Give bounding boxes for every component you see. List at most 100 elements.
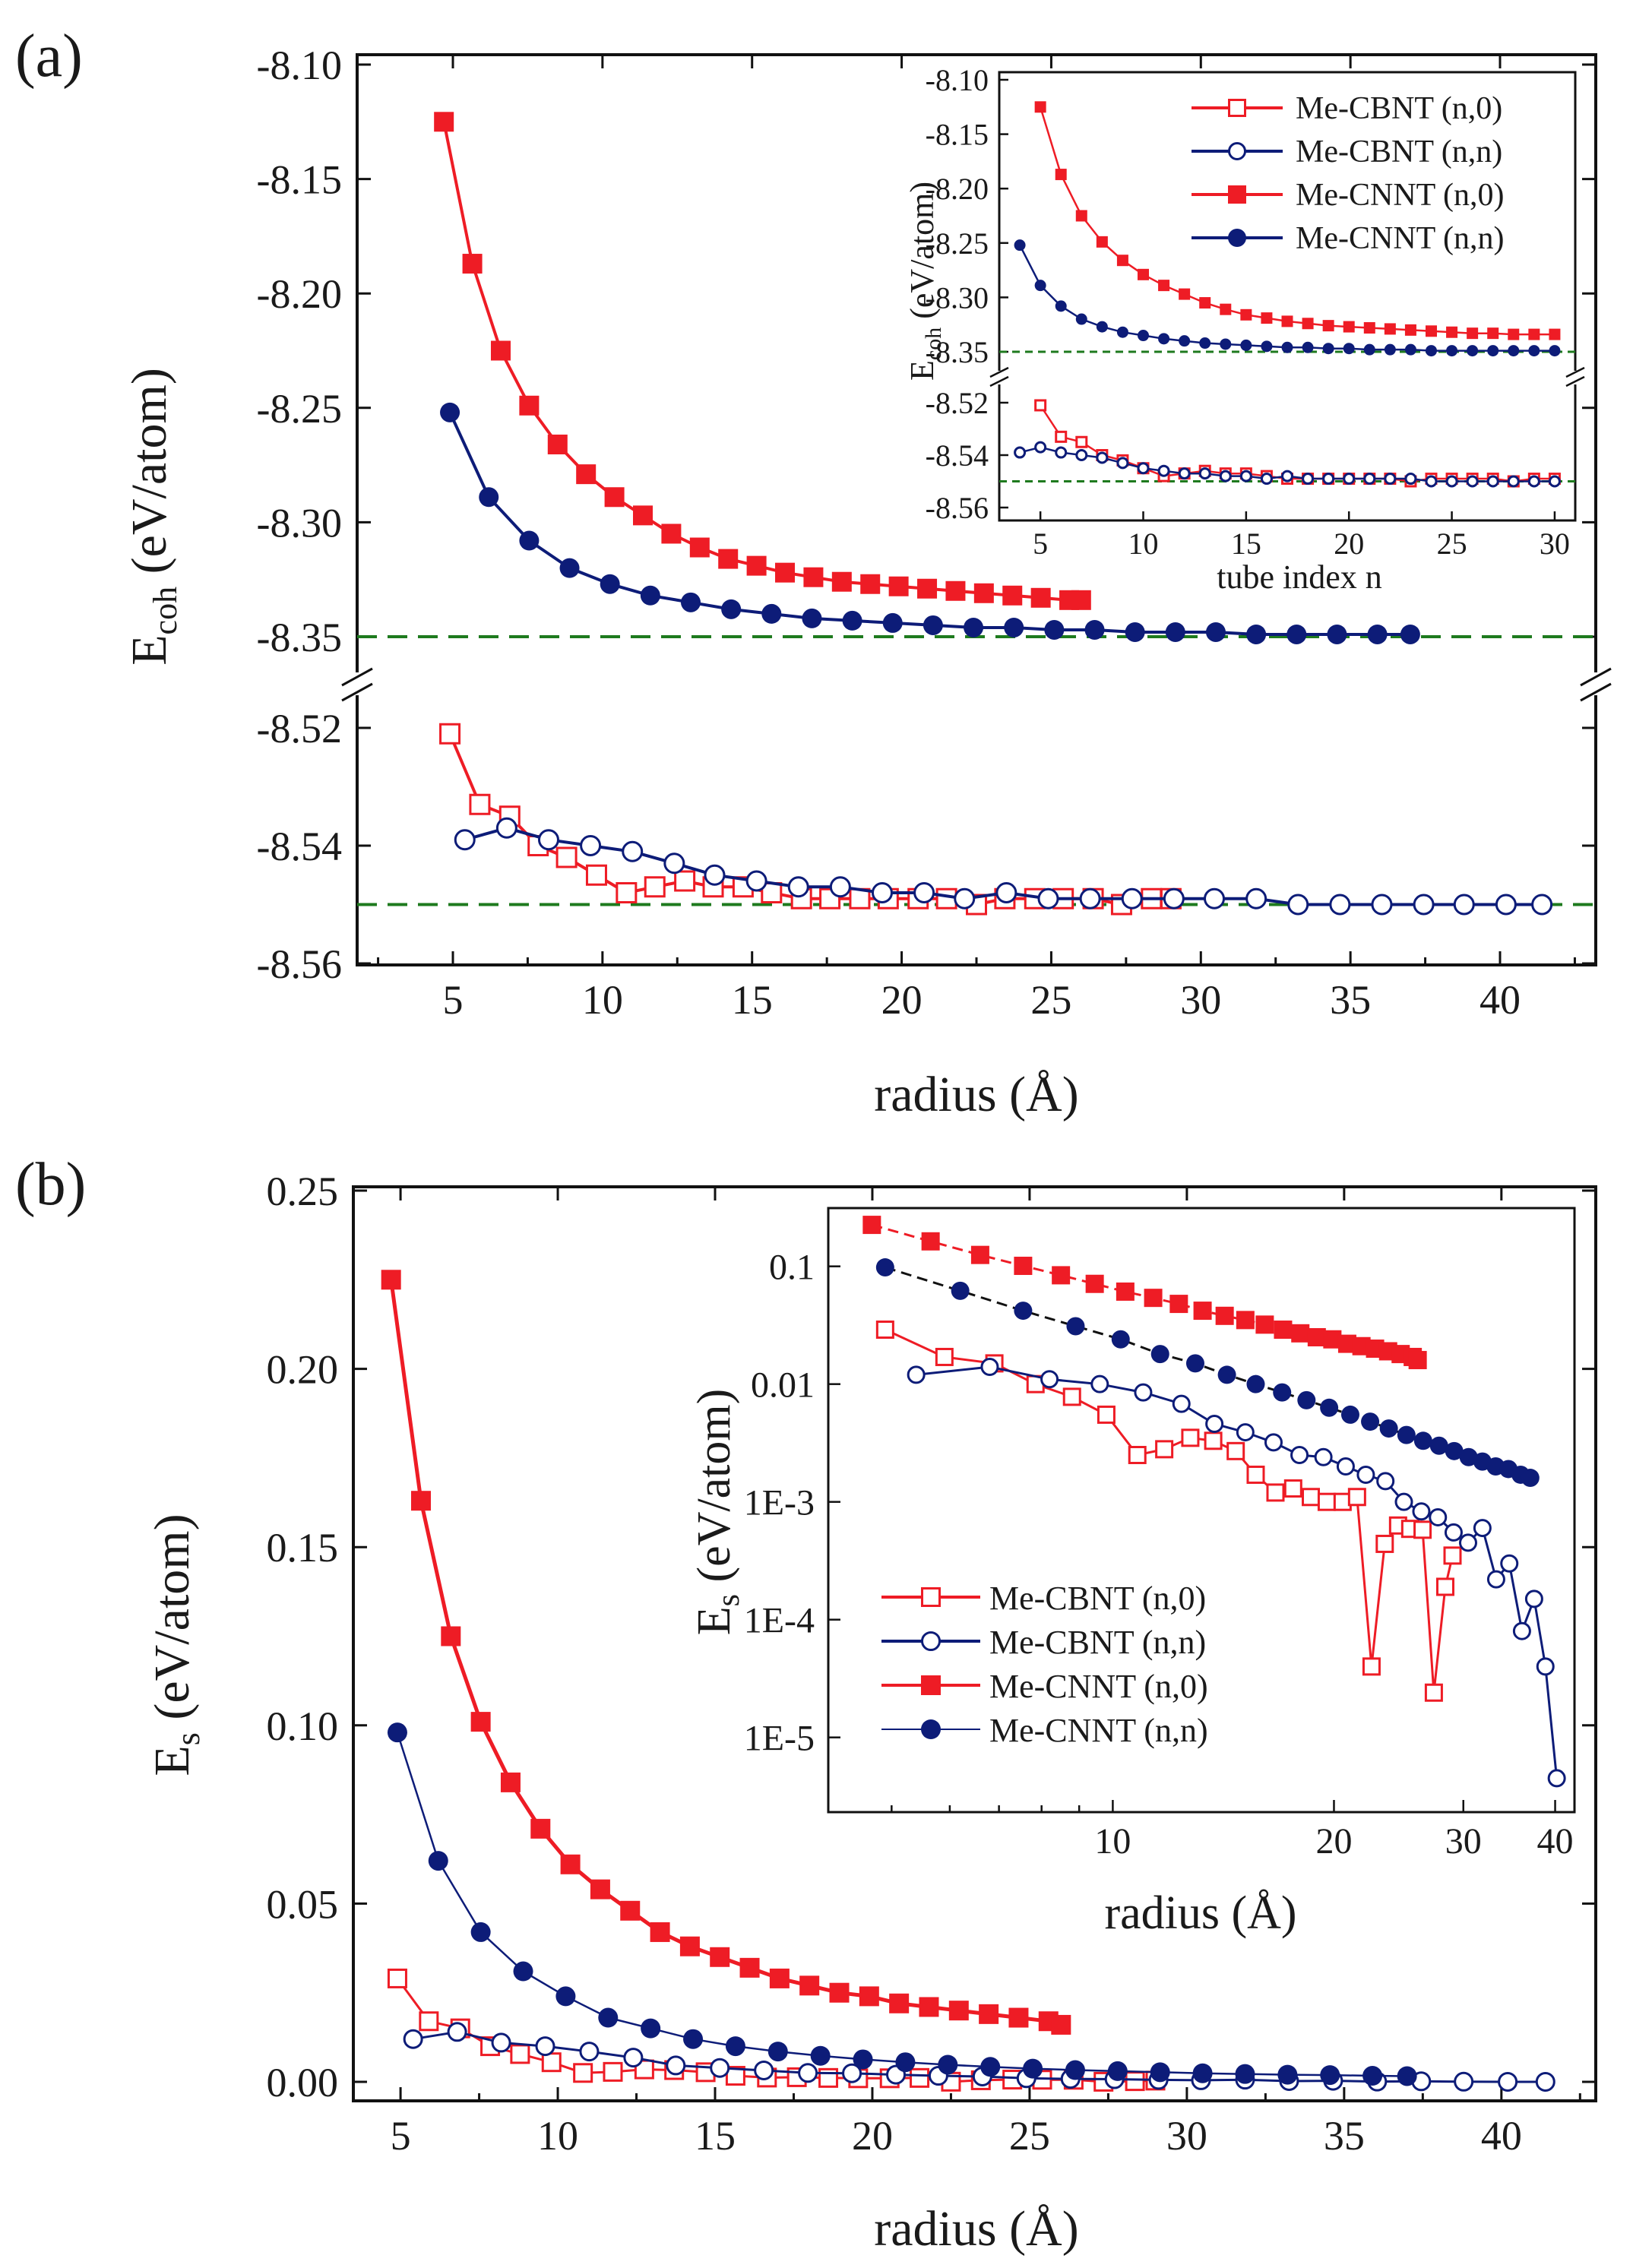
a-inset-point-me-cnnt-n-n- bbox=[1261, 340, 1273, 353]
a-main-point-me-cnnt-n-n- bbox=[1004, 617, 1024, 637]
a-main-point-me-cbnt-n-0- bbox=[469, 793, 491, 815]
a-main-point-me-cbnt-n-n- bbox=[704, 864, 726, 886]
b-inset-point-me-cnnt-n-0- bbox=[1116, 1282, 1135, 1301]
a-inset-point-me-cnnt-n-0- bbox=[1138, 268, 1149, 280]
a-main-point-me-cnnt-n-n- bbox=[1286, 624, 1307, 644]
b-inset-point-me-cbnt-n-n- bbox=[1314, 1447, 1333, 1466]
panel-a-inset-x-axis-label: tube index n bbox=[1217, 558, 1382, 596]
a-main-point-me-cnnt-n-n- bbox=[519, 530, 540, 551]
b-main-point-me-cnnt-n-n- bbox=[1277, 2064, 1298, 2085]
b-inset-point-me-cbnt-n-n- bbox=[1172, 1394, 1191, 1413]
x-tick-label: 15 bbox=[695, 2113, 736, 2159]
a-inset-point-me-cnnt-n-n- bbox=[1158, 333, 1170, 345]
a-inset-point-me-cbnt-n-n- bbox=[1157, 464, 1170, 477]
b-inset-point-me-cnnt-n-n- bbox=[1445, 1441, 1464, 1460]
b-inset-point-me-cbnt-n-n- bbox=[1090, 1374, 1109, 1393]
b-inset-point-me-cbnt-n-0- bbox=[1181, 1428, 1200, 1447]
a-main-point-me-cbnt-n-n- bbox=[787, 876, 809, 898]
a-main-point-me-cnnt-n-0- bbox=[1071, 590, 1091, 610]
inset-y-tick-label: -8.54 bbox=[926, 438, 989, 473]
x-tick-label: 25 bbox=[1009, 2113, 1050, 2159]
b-main-point-me-cnnt-n-n- bbox=[1362, 2066, 1383, 2086]
a-main-point-me-cbnt-n-n- bbox=[745, 870, 767, 892]
b-inset-point-me-cbnt-n-0- bbox=[1266, 1483, 1285, 1502]
panel-a-ylabel-unit: (eV/atom) bbox=[122, 368, 177, 587]
x-tick-label: 20 bbox=[881, 977, 923, 1023]
x-tick-label: 5 bbox=[391, 2113, 411, 2159]
a-inset-point-me-cnnt-n-0- bbox=[1281, 315, 1293, 327]
b-main-point-me-cnnt-n-0- bbox=[470, 1712, 491, 1732]
b-inset-point-me-cbnt-n-n- bbox=[1500, 1554, 1519, 1573]
panel-b-main-plot: 5 10 15 20 25 30 35 40 0.00 0.05 0.10 0.15 0.20 0.25 bbox=[267, 1169, 1597, 2159]
b-inset-point-me-cbnt-n-0- bbox=[1246, 1465, 1265, 1484]
b-main-point-me-cbnt-n-0- bbox=[573, 2063, 593, 2083]
a-inset-point-me-cnnt-n-0- bbox=[1179, 288, 1191, 300]
inset-x-tick-label: 30 bbox=[1445, 1821, 1482, 1862]
a-main-point-me-cnnt-n-0- bbox=[434, 112, 454, 132]
b-inset-point-me-cbnt-n-n- bbox=[1290, 1446, 1309, 1464]
b-main-point-me-cnnt-n-0- bbox=[441, 1626, 461, 1646]
panel-b-ylabel-sub: s bbox=[169, 1732, 207, 1745]
b-inset-point-me-cnnt-n-0- bbox=[1193, 1302, 1212, 1321]
a-inset-point-me-cbnt-n-0- bbox=[1075, 435, 1088, 448]
b-main-point-me-cnnt-n-0- bbox=[799, 1975, 820, 1996]
b-inset-point-me-cnnt-n-0- bbox=[970, 1245, 989, 1264]
b-main-point-me-cbnt-n-n- bbox=[710, 2058, 730, 2078]
panel-b-inset: 10 20 30 40 0.1 0.01 1E-3 1E-4 1E-5 Me-CBNT (n,0… bbox=[744, 1207, 1576, 1862]
axis-break-mark-left bbox=[341, 667, 373, 687]
a-inset-point-me-cbnt-n-n- bbox=[1425, 475, 1438, 488]
b-inset-point-me-cbnt-n-n- bbox=[1040, 1370, 1059, 1389]
y-tick-label: -8.35 bbox=[257, 615, 342, 660]
inset-x-tick-label: 30 bbox=[1540, 527, 1570, 561]
a-inset-point-me-cnnt-n-0- bbox=[1467, 327, 1479, 340]
b-inset-point-me-cbnt-n-0- bbox=[1424, 1683, 1443, 1702]
b-inset-point-me-cbnt-n-0- bbox=[1347, 1488, 1366, 1507]
b-inset-point-me-cnnt-n-n- bbox=[1340, 1405, 1359, 1424]
a-inset-point-me-cnnt-n-n- bbox=[1404, 343, 1416, 356]
b-inset-point-me-cnnt-n-n- bbox=[1379, 1419, 1398, 1438]
panel-a-inset-frame bbox=[998, 71, 1577, 522]
b-main-point-me-cnnt-n-0- bbox=[1051, 2014, 1071, 2035]
a-main-point-me-cnnt-n-0- bbox=[519, 395, 540, 416]
y-tick-label: -8.30 bbox=[257, 500, 342, 546]
panel-b-inset-y-axis-label: Es (eV/atom) bbox=[688, 1389, 746, 1636]
b-main-point-me-cnnt-n-0- bbox=[1008, 2007, 1029, 2028]
a-main-point-me-cnnt-n-n- bbox=[802, 608, 822, 628]
b-inset-point-me-cnnt-n-n- bbox=[1185, 1354, 1204, 1373]
a-main-point-me-cbnt-n-0- bbox=[585, 864, 607, 886]
b-inset-point-me-cnnt-n-n- bbox=[1273, 1383, 1292, 1402]
a-main-point-me-cnnt-n-n- bbox=[923, 615, 943, 635]
a-main-point-me-cbnt-n-0- bbox=[498, 805, 521, 827]
panel-b-y-axis-label: Es (eV/atom) bbox=[144, 1514, 207, 1776]
a-inset-point-me-cnnt-n-n- bbox=[1055, 300, 1067, 312]
a-main-point-me-cbnt-n-n- bbox=[580, 835, 602, 856]
a-main-point-me-cnnt-n-0- bbox=[462, 254, 483, 274]
a-main-point-me-cbnt-n-n- bbox=[871, 882, 893, 903]
inset-y-tick-label: -8.15 bbox=[926, 118, 989, 152]
b-main-point-me-cnnt-n-n- bbox=[1023, 2058, 1043, 2079]
a-main-point-me-cnnt-n-n- bbox=[1327, 624, 1347, 644]
inset-y-tick-label: -8.56 bbox=[926, 491, 989, 525]
b-main-point-me-cnnt-n-n- bbox=[555, 1986, 576, 2007]
a-main-point-me-cbnt-n-0- bbox=[439, 723, 461, 745]
b-inset-point-me-cnnt-n-0- bbox=[1085, 1274, 1104, 1293]
b-main-point-me-cnnt-n-0- bbox=[769, 1968, 790, 1988]
a-inset-point-me-cbnt-n-n- bbox=[1302, 473, 1315, 486]
b-main-point-me-cbnt-n-n- bbox=[403, 2029, 423, 2049]
b-main-point-me-cnnt-n-n- bbox=[1192, 2063, 1213, 2083]
b-main-point-me-cnnt-n-0- bbox=[620, 1900, 641, 1921]
a-inset-point-me-cnnt-n-n- bbox=[1384, 343, 1396, 356]
b-main-point-me-cnnt-n-n- bbox=[767, 2042, 788, 2062]
a-inset-point-me-cbnt-n-n- bbox=[1260, 473, 1273, 486]
a-inset-point-me-cnnt-n-n- bbox=[1034, 280, 1046, 292]
a-main-point-me-cnnt-n-n- bbox=[964, 617, 984, 637]
a-main-point-me-cbnt-n-n- bbox=[913, 882, 935, 903]
inset-y-tick-label: -8.10 bbox=[926, 63, 989, 97]
a-main-point-me-cnnt-n-n- bbox=[1400, 624, 1420, 644]
a-inset-point-me-cnnt-n-n- bbox=[1179, 335, 1191, 347]
a-main-point-me-cnnt-n-n- bbox=[1165, 622, 1185, 642]
b-main-point-me-cnnt-n-n- bbox=[641, 2018, 661, 2039]
a-inset-point-me-cbnt-n-n- bbox=[1178, 467, 1191, 480]
legend-marker-me-cbnt-n-n- bbox=[1228, 142, 1246, 160]
a-inset-point-me-cbnt-n-n- bbox=[1363, 473, 1376, 486]
